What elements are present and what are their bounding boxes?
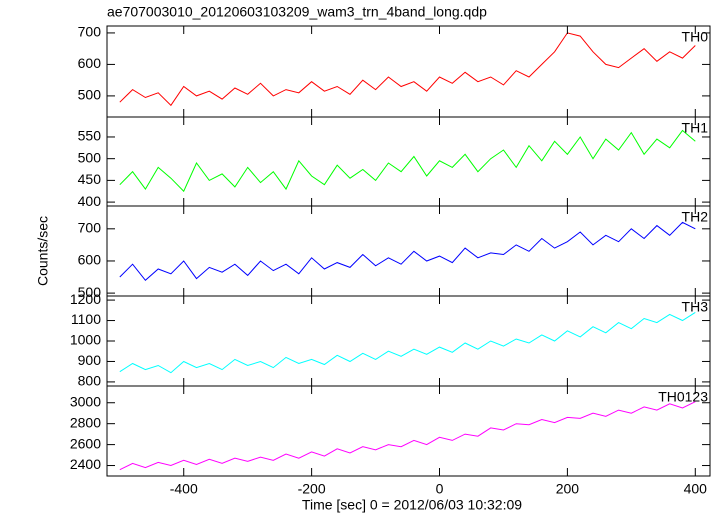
series-label: TH3 (682, 299, 709, 315)
y-tick-label: 2800 (70, 414, 101, 430)
series-line (119, 32, 696, 107)
y-tick-label: 450 (78, 171, 102, 187)
y-tick-label: 3000 (70, 393, 101, 409)
x-tick-label: 200 (556, 481, 580, 497)
x-tick-label: -400 (170, 481, 198, 497)
y-tick-label: 900 (78, 352, 102, 368)
y-tick-label: 1100 (71, 311, 101, 327)
x-tick-label: 0 (436, 481, 444, 497)
chart-title: ae707003010_20120603103209_wam3_trn_4ban… (107, 4, 487, 20)
series-line (119, 401, 696, 471)
x-tick-label: -200 (298, 481, 326, 497)
y-tick-label: 500 (78, 87, 102, 103)
y-axis-label: Counts/sec (35, 216, 51, 286)
series-label: TH1 (682, 120, 709, 136)
series-line (119, 129, 696, 193)
y-tick-label: 550 (78, 128, 102, 144)
series-line (119, 221, 696, 282)
y-tick-label: 1000 (70, 332, 101, 348)
series-label: TH0123 (658, 389, 708, 405)
series-label: TH0 (682, 29, 709, 45)
x-axis-label: Time [sec] 0 = 2012/06/03 10:32:09 (302, 497, 522, 513)
y-tick-label: 500 (78, 149, 102, 165)
y-tick-label: 800 (78, 373, 102, 389)
y-tick-label: 400 (78, 193, 102, 209)
y-tick-label: 600 (78, 252, 102, 268)
series-label: TH2 (682, 209, 709, 225)
y-tick-label: 2600 (70, 435, 101, 451)
x-tick-label: 400 (684, 481, 708, 497)
series-line (119, 311, 696, 374)
y-tick-label: 600 (78, 55, 102, 71)
y-tick-label: 2400 (70, 456, 101, 472)
y-tick-label: 1200 (70, 291, 101, 307)
y-tick-label: 700 (78, 220, 102, 236)
y-tick-label: 500 (78, 284, 102, 300)
panel-frame (106, 385, 711, 477)
y-tick-label: 700 (78, 24, 102, 40)
